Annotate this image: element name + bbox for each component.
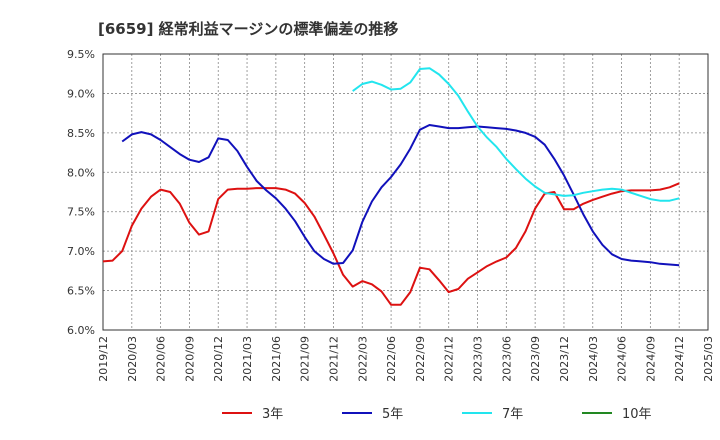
x-tick-label: 2020/06 <box>155 336 168 382</box>
y-tick-label: 6.5% <box>67 285 95 298</box>
series-line-3年 <box>102 182 680 306</box>
x-tick-label: 2021/03 <box>241 336 254 382</box>
x-tick-label: 2023/03 <box>472 336 485 382</box>
x-tick-label: 2025/03 <box>702 336 715 382</box>
x-tick-label: 2023/12 <box>558 336 571 382</box>
plot-border <box>102 53 709 331</box>
chart-title: [6659] 経常利益マージンの標準偏差の推移 <box>98 20 398 38</box>
x-tick-label: 2022/03 <box>356 336 369 382</box>
series-line-7年 <box>352 67 680 202</box>
x-tick-label: 2024/06 <box>616 336 629 382</box>
x-tick-label: 2019/12 <box>97 336 110 382</box>
legend: 3年 5年 7年 10年 <box>222 407 652 422</box>
legend-label: 10年 <box>622 407 652 422</box>
y-tick-label: 9.5% <box>67 48 95 61</box>
x-tick-label: 2021/12 <box>327 336 340 382</box>
y-axis: 6.0% 6.5% 7.0% 7.5% 8.0% 8.5% 9.0% 9.5% <box>67 48 95 337</box>
x-tick-label: 2023/09 <box>529 336 542 382</box>
x-tick-label: 2021/06 <box>270 336 283 382</box>
x-tick-label: 2021/09 <box>299 336 312 382</box>
x-tick-label: 2020/03 <box>126 336 139 382</box>
y-tick-label: 9.0% <box>67 87 95 100</box>
y-tick-label: 7.0% <box>67 245 95 258</box>
x-axis: 2019/12 2020/03 2020/06 2020/09 2020/12 2021/… <box>97 336 715 382</box>
x-tick-label: 2022/09 <box>414 336 427 382</box>
series-layer <box>102 67 680 306</box>
grid-layer <box>103 54 708 330</box>
y-tick-label: 8.5% <box>67 127 95 140</box>
x-tick-label: 2022/12 <box>443 336 456 382</box>
x-tick-label: 2024/12 <box>673 336 686 382</box>
y-tick-label: 6.0% <box>67 324 95 337</box>
series-line-5年 <box>121 124 680 267</box>
x-tick-label: 2024/03 <box>587 336 600 382</box>
legend-label: 3年 <box>262 407 283 422</box>
y-tick-label: 7.5% <box>67 206 95 219</box>
legend-label: 7年 <box>502 407 523 422</box>
x-tick-label: 2020/09 <box>183 336 196 382</box>
x-tick-label: 2020/12 <box>212 336 225 382</box>
y-tick-label: 8.0% <box>67 166 95 179</box>
x-tick-label: 2022/06 <box>385 336 398 382</box>
x-tick-label: 2024/09 <box>644 336 657 382</box>
x-tick-label: 2023/06 <box>500 336 513 382</box>
legend-label: 5年 <box>382 407 403 422</box>
